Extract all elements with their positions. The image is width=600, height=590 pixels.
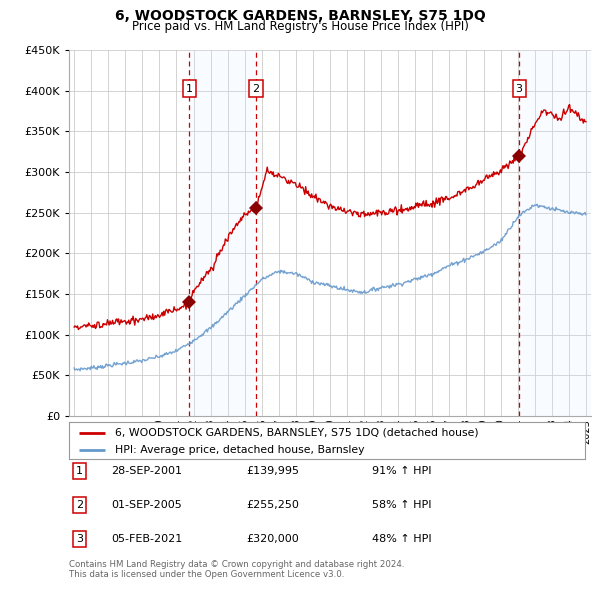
Text: £255,250: £255,250	[246, 500, 299, 510]
Text: 2: 2	[76, 500, 83, 510]
Bar	[189, 50, 256, 416]
Text: 1: 1	[186, 84, 193, 94]
Text: 01-SEP-2005: 01-SEP-2005	[111, 500, 182, 510]
Text: 6, WOODSTOCK GARDENS, BARNSLEY, S75 1DQ (detached house): 6, WOODSTOCK GARDENS, BARNSLEY, S75 1DQ …	[115, 428, 479, 438]
Text: 48% ↑ HPI: 48% ↑ HPI	[372, 535, 431, 544]
Bar	[519, 50, 591, 416]
Text: 05-FEB-2021: 05-FEB-2021	[111, 535, 182, 544]
Text: 2: 2	[253, 84, 260, 94]
Text: Price paid vs. HM Land Registry's House Price Index (HPI): Price paid vs. HM Land Registry's House …	[131, 20, 469, 33]
Text: 58% ↑ HPI: 58% ↑ HPI	[372, 500, 431, 510]
Text: 91% ↑ HPI: 91% ↑ HPI	[372, 466, 431, 476]
Text: 3: 3	[515, 84, 523, 94]
Text: 1: 1	[76, 466, 83, 476]
Text: Contains HM Land Registry data © Crown copyright and database right 2024.
This d: Contains HM Land Registry data © Crown c…	[69, 560, 404, 579]
Text: £320,000: £320,000	[246, 535, 299, 544]
Text: HPI: Average price, detached house, Barnsley: HPI: Average price, detached house, Barn…	[115, 445, 365, 455]
Text: 6, WOODSTOCK GARDENS, BARNSLEY, S75 1DQ: 6, WOODSTOCK GARDENS, BARNSLEY, S75 1DQ	[115, 9, 485, 23]
Text: £139,995: £139,995	[246, 466, 299, 476]
Text: 28-SEP-2001: 28-SEP-2001	[111, 466, 182, 476]
Text: 3: 3	[76, 535, 83, 544]
